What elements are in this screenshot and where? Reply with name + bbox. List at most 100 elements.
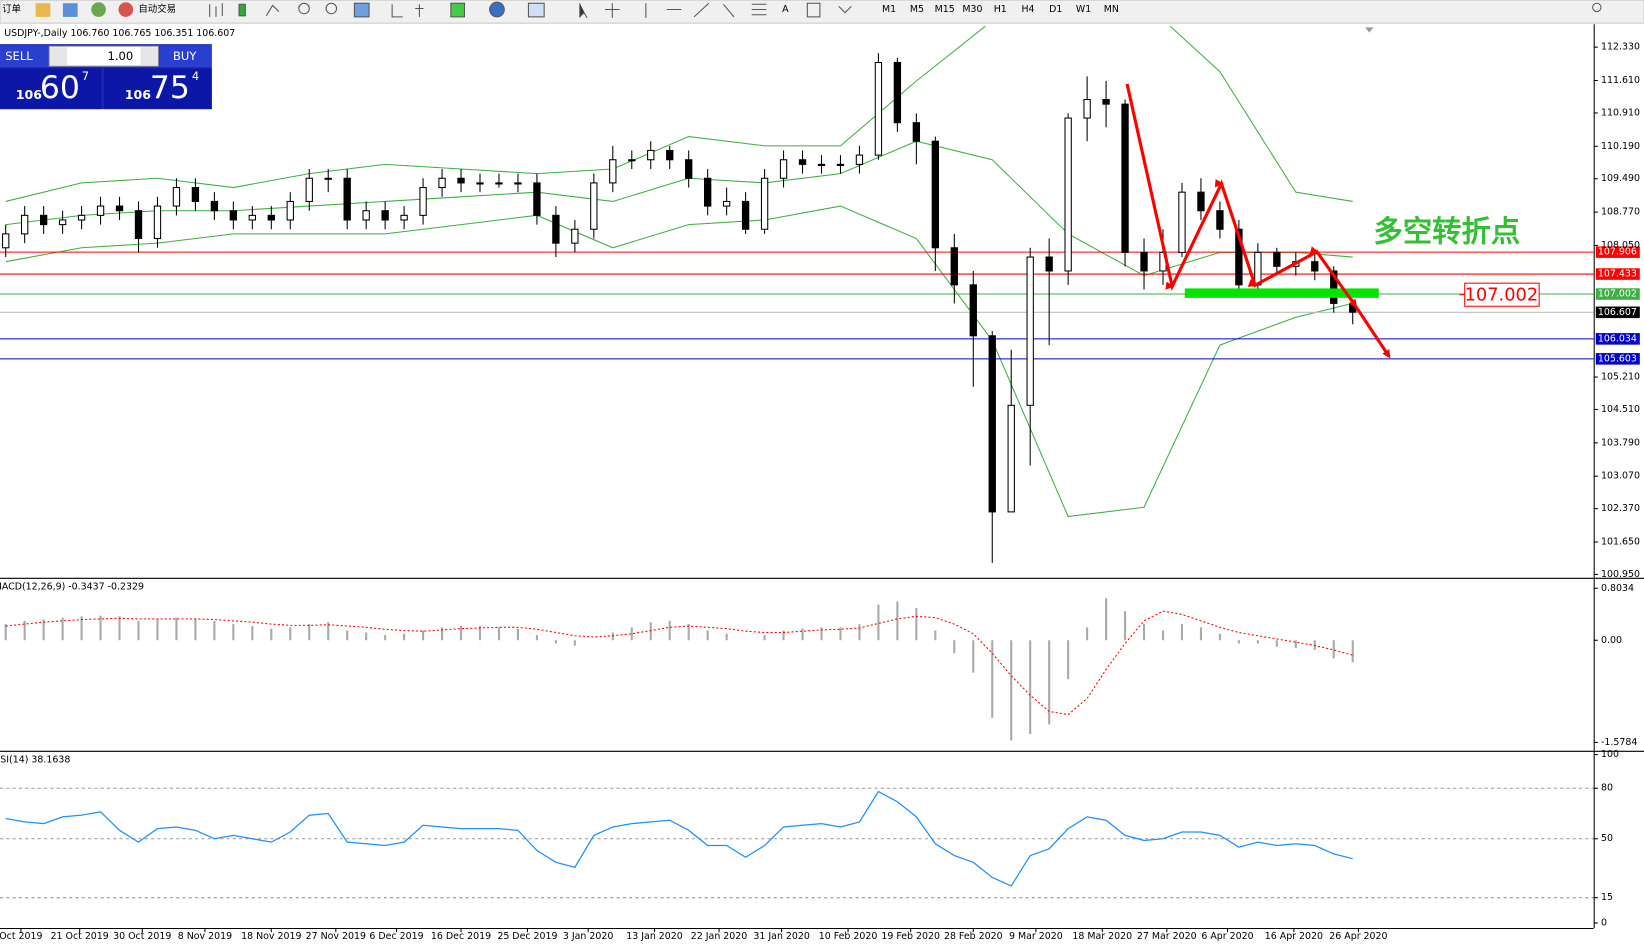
price-level-label: 105.603 [1598,353,1637,364]
panel-plot [0,787,1594,899]
x-tick-label: 9 Mar 2020 [1009,931,1063,942]
annotation-price: 107.002 [1465,285,1539,306]
icon[interactable] [35,3,51,17]
candle-body [153,205,162,240]
sell-label[interactable]: SELL [5,49,33,63]
candle-body [514,182,522,185]
timeframe-button[interactable]: MN [1104,4,1119,15]
candle-body [1102,98,1110,105]
sell-button[interactable] [0,45,50,68]
candle-body [855,154,864,165]
candle-body [685,159,693,179]
y-tick-label: 104.510 [1601,404,1640,415]
order-button[interactable]: 订单 [2,3,21,15]
price-level-label: 107.433 [1598,269,1637,280]
x-tick-label: 10 Feb 2020 [819,931,878,942]
candle-body [96,205,105,216]
ask-box[interactable] [103,68,212,110]
icon[interactable] [118,2,134,17]
panel-plot [4,598,1354,741]
x-tick-label: 13 Jan 2020 [626,931,682,942]
y-tick-label: 0.8034 [1601,583,1634,594]
text-tool[interactable]: A [782,4,789,15]
candle-body [893,61,902,124]
candle-body [779,159,788,179]
search-icon[interactable] [1592,2,1602,13]
timeframe-button[interactable]: M15 [935,4,955,15]
candle-body [741,200,750,230]
candle-body [191,187,200,202]
icon[interactable] [91,2,106,17]
label-tool[interactable] [806,2,821,18]
y-tick-label: 0 [1601,917,1607,928]
candle-body [931,140,940,249]
ask-fraction: 4 [192,69,199,83]
volume-down[interactable] [50,47,68,66]
price-level-box [1595,306,1640,319]
timeframe-button[interactable]: H4 [1021,4,1034,15]
candle-body [210,200,219,212]
candle-body [836,163,845,166]
trend-arrows [1125,83,1391,359]
y-tick-label: 101.650 [1601,536,1640,547]
candle-body [324,177,332,180]
candle-body [476,182,484,185]
toolbar [0,0,1644,24]
price-level-box [1595,246,1640,258]
timeframe-button[interactable]: W1 [1076,4,1091,15]
timeframe-button[interactable]: H1 [994,4,1007,15]
candle-body [1178,191,1186,253]
x-tick-label: 8 Nov 2019 [178,931,232,942]
annotation-text: 多空转折点 [1373,214,1520,248]
candle-body [267,214,275,221]
volume-input[interactable] [48,45,159,67]
price-level-label: 106.607 [1598,307,1637,318]
timeframe-button[interactable]: M5 [910,4,924,15]
candle-body [495,182,503,185]
buy-label[interactable]: BUY [173,49,197,63]
candle-body [666,149,674,161]
x-tick-label: 6 Apr 2020 [1201,931,1253,942]
x-tick-label: 30 Oct 2019 [113,931,171,942]
volume-value[interactable]: 1.00 [108,49,134,63]
candle-body [817,163,826,166]
candle-body [722,200,731,207]
timeframe-button[interactable]: D1 [1049,4,1062,15]
x-tick-label: 21 Oct 2019 [51,931,109,942]
y-tick-label: 110.910 [1601,107,1640,118]
autotrade-button[interactable]: 自动交易 [138,3,176,15]
macd-signal [5,610,1353,716]
volume-up[interactable] [140,47,158,66]
candle-body [248,214,257,221]
y-tick-label: 108.050 [1601,240,1640,251]
candle-body [609,159,617,184]
candle-body [457,177,465,184]
y-tick-label: 103.070 [1601,471,1640,482]
candle-body [1007,404,1015,513]
candle-body [305,177,313,202]
candle-body [77,214,86,221]
candle-body [760,177,769,230]
tool-icons [209,1,852,19]
x-tick-label: 31 Jan 2020 [753,931,809,942]
panel-title: USDJPY-,Daily 106.760 106.765 106.351 10… [4,28,235,39]
candle-body [533,182,541,216]
bid-box[interactable] [0,68,102,110]
x-tick-label: 6 Dec 2019 [369,931,423,942]
candle-body [571,228,579,244]
y-tick-label: 110.190 [1601,141,1640,152]
y-tick-label: 105.210 [1601,372,1640,383]
x-tick-label: 16 Apr 2020 [1265,931,1323,942]
x-tick-label: 22 Jan 2020 [691,931,747,942]
candle-body [1197,191,1205,212]
timeframe-button[interactable]: M1 [882,4,896,15]
buy-button[interactable] [159,45,212,68]
candle-body [229,210,238,221]
x-tick-label: 19 Feb 2020 [881,931,940,942]
timeframe-button[interactable]: M30 [962,4,982,15]
candle-body [419,187,427,216]
icon[interactable] [62,3,78,17]
price-level-label: 106.034 [1598,333,1637,344]
ask-pips: 75 [150,70,190,106]
